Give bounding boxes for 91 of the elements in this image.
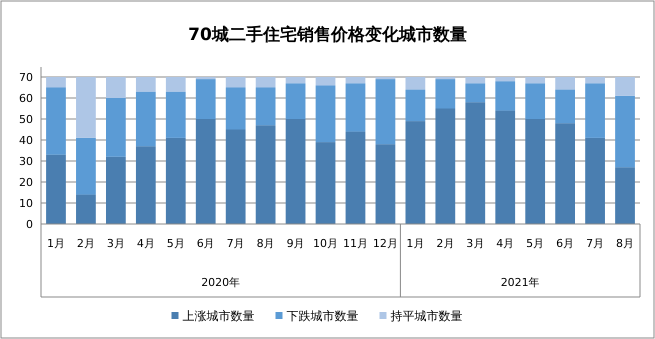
bar [316, 85, 336, 142]
bar [405, 90, 426, 122]
text: 2021年 [500, 276, 540, 289]
text: 2020年 [201, 276, 240, 289]
bar [525, 77, 546, 84]
x-tick-label: 7月 [586, 237, 604, 250]
bar [435, 79, 456, 108]
bar [346, 132, 366, 224]
bar [525, 119, 546, 224]
x-tick-label: 9月 [286, 237, 305, 250]
bar [286, 119, 306, 224]
x-tick-label: 3月 [106, 237, 125, 250]
y-tick-label: 0 [26, 218, 33, 231]
bar [495, 77, 516, 82]
bar [166, 138, 186, 224]
bar [495, 81, 516, 111]
bar [76, 194, 96, 224]
bar [226, 130, 246, 224]
chart-title: 70城二手住宅销售价格变化城市数量 [188, 25, 467, 45]
legend-label: 上涨城市数量 [182, 309, 254, 323]
x-tick-label: 1月 [406, 237, 424, 250]
bar [106, 156, 126, 224]
x-tick-label: 10月 [313, 237, 338, 250]
y-tick-label: 10 [19, 197, 33, 210]
x-tick-label: 2月 [436, 237, 454, 250]
bar [316, 77, 336, 86]
bar [46, 154, 66, 224]
x-tick-label: 3月 [466, 237, 484, 250]
bar [256, 88, 276, 126]
bar [346, 77, 366, 84]
x-tick-label: 4月 [496, 237, 514, 250]
x-tick-label: 8月 [256, 237, 275, 250]
x-tick-label: 5月 [166, 237, 185, 250]
bar [615, 77, 635, 96]
bar [166, 77, 186, 92]
y-tick-label: 50 [19, 113, 33, 126]
bar [316, 142, 336, 224]
bar [46, 88, 66, 155]
x-tick-label: 11月 [342, 237, 368, 250]
bar [106, 77, 126, 98]
x-tick-label: 5月 [526, 237, 544, 250]
bar [136, 77, 156, 92]
bar [405, 77, 426, 90]
bar [555, 90, 576, 124]
x-tick-label: 2月 [76, 237, 95, 250]
x-tick-label: 7月 [226, 237, 245, 250]
bar [465, 77, 486, 84]
bar [585, 138, 605, 224]
bar [136, 92, 156, 146]
bar [555, 77, 576, 90]
y-tick-label: 20 [19, 176, 33, 189]
bar [76, 77, 96, 138]
bar [226, 77, 246, 88]
x-tick-label: 4月 [136, 237, 155, 250]
bar [106, 98, 126, 157]
y-tick-label: 60 [19, 92, 33, 105]
bar [525, 83, 546, 119]
bar [465, 83, 486, 102]
y-tick-label: 70 [19, 71, 33, 84]
bar [196, 79, 216, 119]
bar [615, 167, 635, 224]
y-tick-label: 30 [19, 155, 33, 168]
legend-label: 持平城市数量 [390, 309, 462, 323]
x-tick-label: 12月 [372, 237, 398, 250]
bar [435, 108, 456, 224]
bar [256, 125, 276, 224]
x-tick-label: 8月 [616, 237, 634, 250]
bar [346, 83, 366, 132]
bar [196, 119, 216, 224]
bar [465, 102, 486, 224]
bar [286, 77, 306, 84]
bar [585, 77, 605, 84]
bar [615, 96, 635, 168]
x-tick-label: 6月 [196, 237, 215, 250]
bar [286, 83, 306, 119]
x-tick-label: 6月 [556, 237, 574, 250]
bar [76, 138, 96, 195]
bar [585, 83, 605, 138]
bar [376, 79, 396, 144]
bar [405, 121, 426, 224]
bar [495, 110, 516, 224]
x-tick-label: 1月 [46, 237, 65, 250]
bar [136, 146, 156, 224]
legend-label: 下跌城市数量 [286, 309, 358, 323]
bar [46, 77, 66, 88]
bar [555, 123, 576, 224]
bar [166, 92, 186, 138]
y-tick-label: 40 [19, 134, 33, 147]
bar [226, 88, 246, 130]
bar [376, 144, 396, 224]
bar [256, 77, 276, 88]
